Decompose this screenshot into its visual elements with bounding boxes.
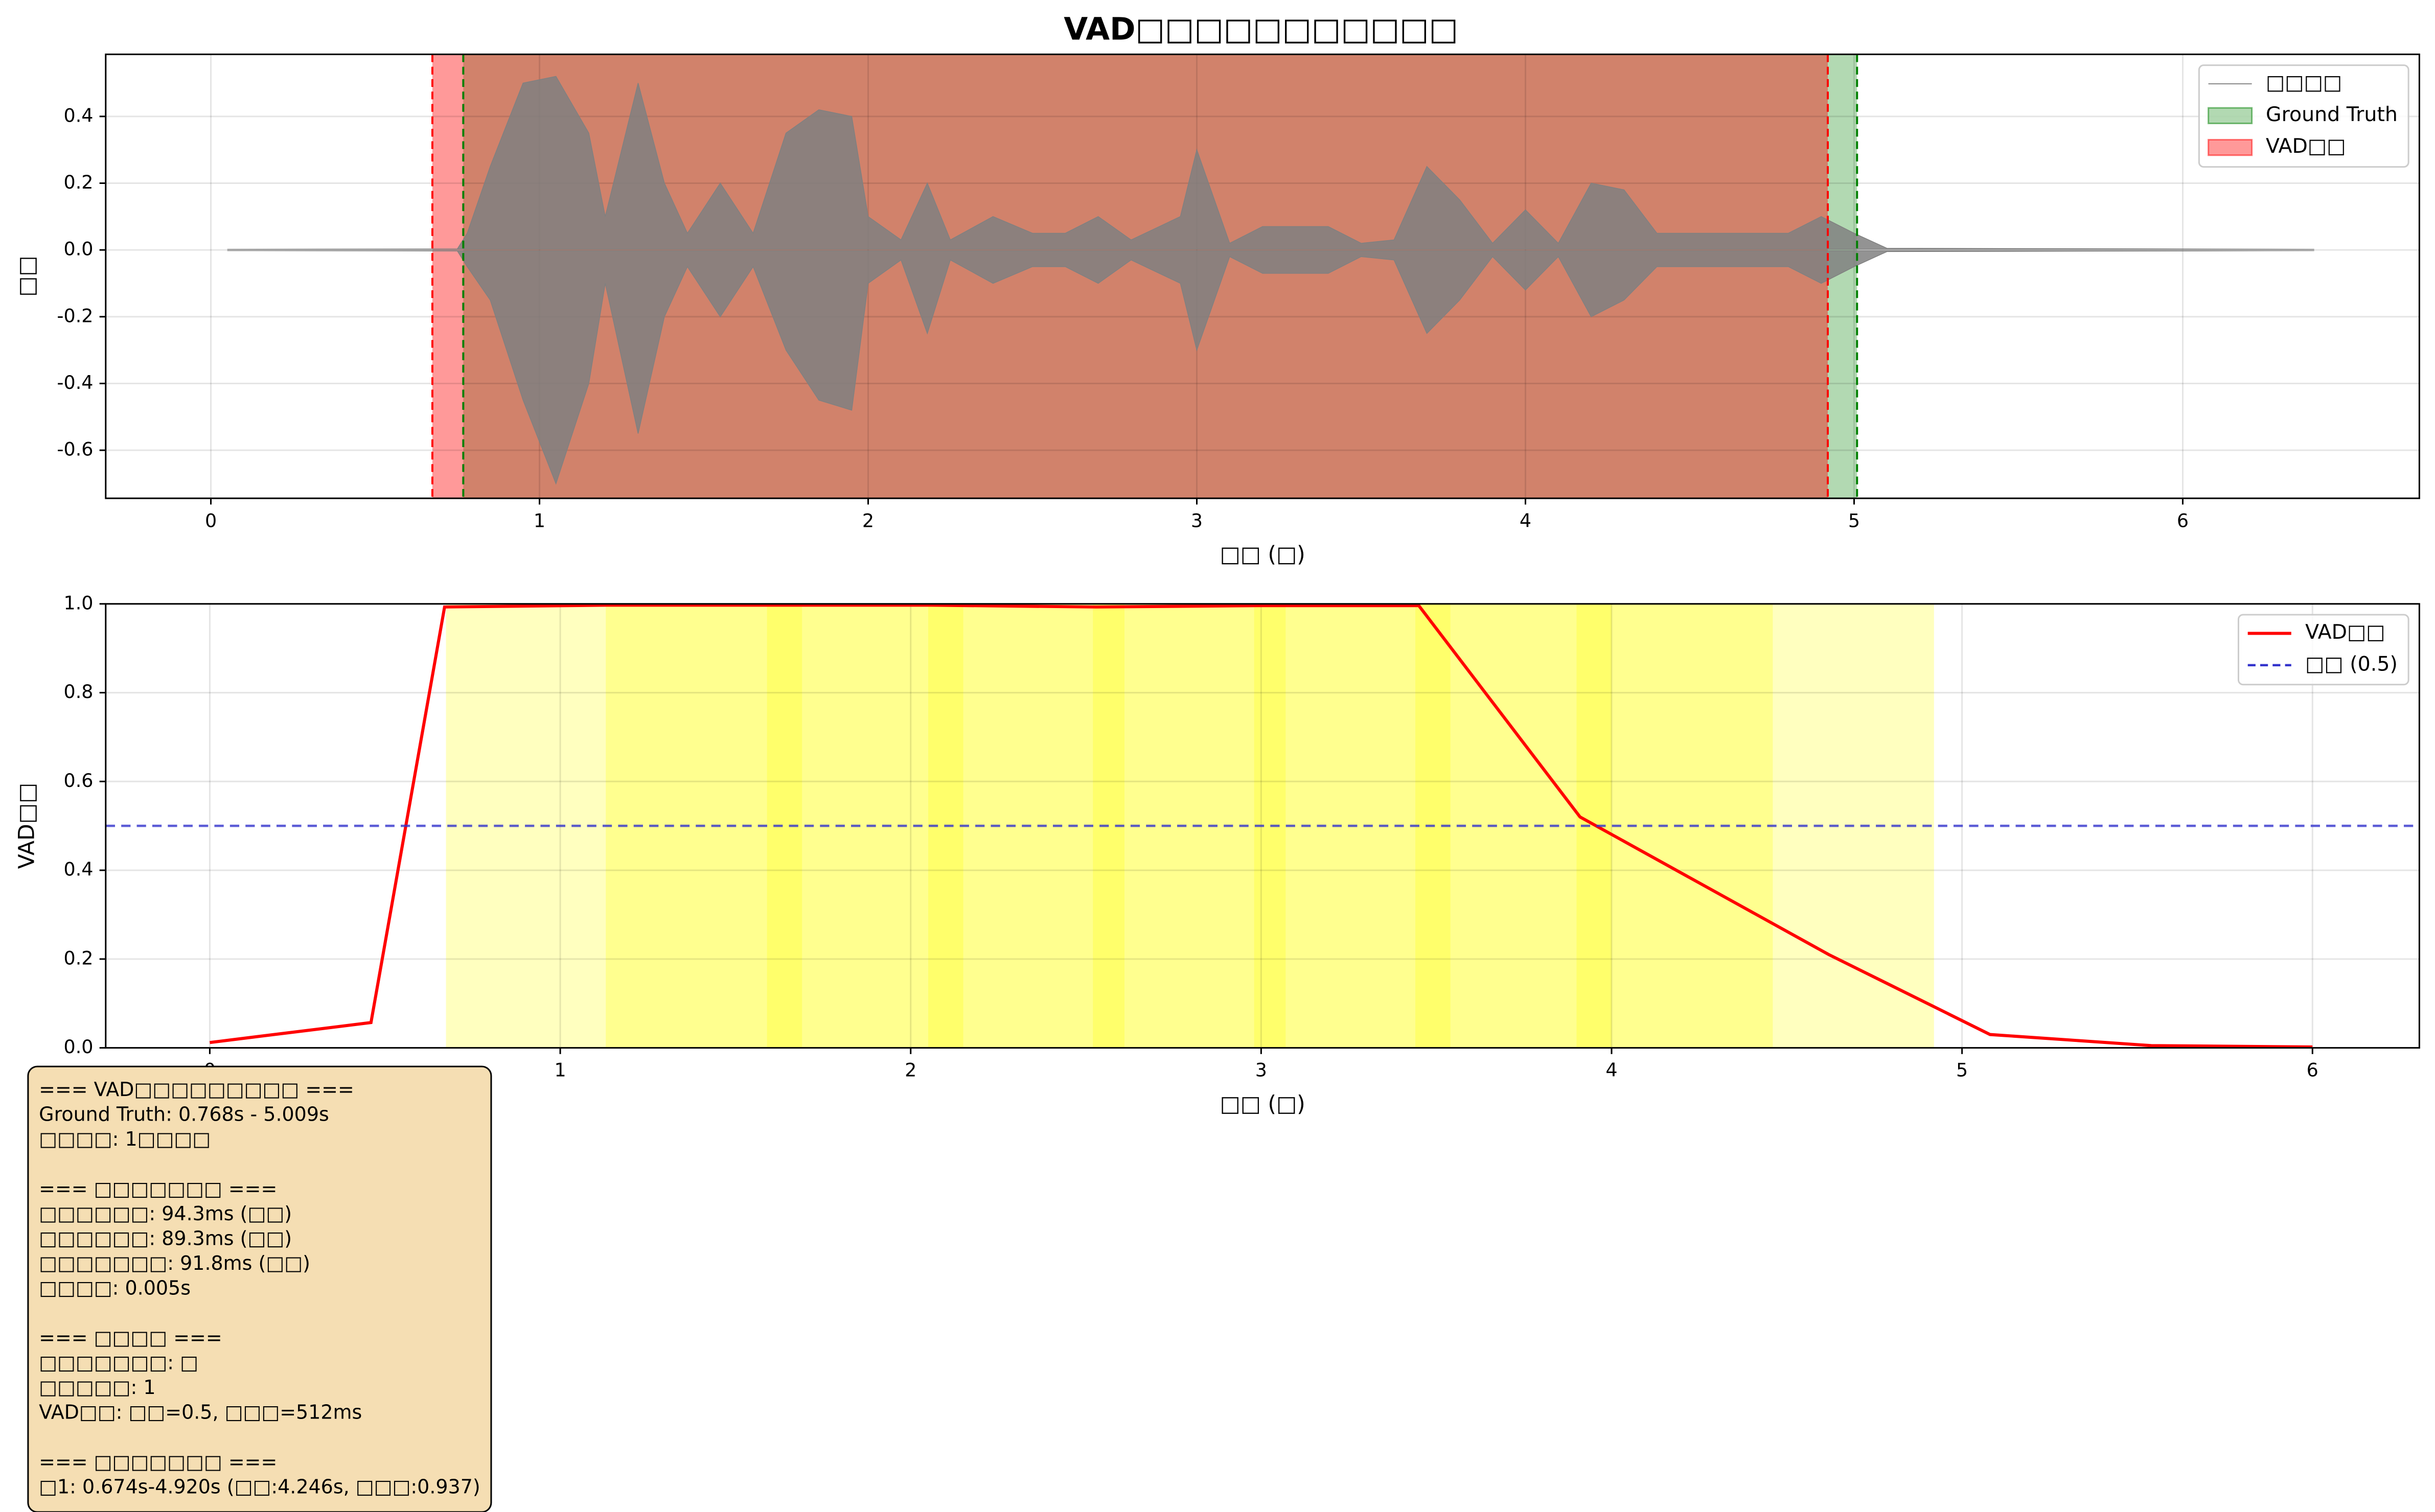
legend-label: VAD□□ — [2266, 134, 2346, 158]
x-axis-label: □□ (□) — [1220, 542, 1305, 567]
y-tick-label: 0.8 — [64, 681, 94, 703]
x-tick-label: 5 — [1848, 509, 1860, 531]
x-axis-label: □□ (□) — [1220, 1092, 1305, 1117]
x-tick-label: 3 — [1255, 1059, 1267, 1081]
info-line: === VAD□□□□□□□□□ === — [39, 1078, 354, 1101]
legend-label: Ground Truth — [2266, 103, 2398, 126]
info-line: □1: 0.674s-4.920s (□□:4.246s, □□□:0.937) — [39, 1476, 480, 1498]
y-tick-label: 0.4 — [64, 858, 94, 880]
y-axis-label: □□ — [14, 256, 39, 297]
info-line: □□□□□□□: □ — [39, 1352, 198, 1374]
waveform-upper — [227, 76, 2314, 250]
y-axis-label: VAD□□ — [14, 783, 39, 869]
y-tick-label: -0.4 — [57, 371, 93, 393]
x-tick-label: 2 — [905, 1059, 916, 1081]
x-tick-label: 4 — [1520, 509, 1531, 531]
info-line: VAD□□: □□=0.5, □□□=512ms — [39, 1401, 362, 1424]
figure-title: VAD□□□□□□□□□□□ — [1064, 11, 1458, 47]
legend: VAD□□ □□ (0.5) — [2237, 614, 2409, 686]
x-tick-label: 1 — [554, 1059, 566, 1081]
info-line: === □□□□□□□ === — [39, 1177, 277, 1200]
info-line: □□□□□□: 94.3ms (□□) — [39, 1202, 292, 1225]
legend-label: □□ (0.5) — [2305, 652, 2398, 676]
info-line: □□□□□: 1 — [39, 1376, 155, 1399]
legend-swatch — [2208, 138, 2253, 156]
waveform-lower — [227, 250, 2314, 485]
info-box: === VAD□□□□□□□□□ ===Ground Truth: 0.768s… — [27, 1065, 492, 1512]
x-tick-label: 5 — [1956, 1059, 1968, 1081]
info-line: □□□□: 1□□□□ — [39, 1128, 211, 1150]
y-tick-label: 1.0 — [64, 592, 94, 614]
legend-swatch — [2208, 107, 2253, 125]
info-line: □□□□□□□: 91.8ms (□□) — [39, 1252, 310, 1274]
info-line: Ground Truth: 0.768s - 5.009s — [39, 1103, 329, 1125]
y-tick-label: 0.4 — [64, 104, 94, 126]
info-line: === □□□□ === — [39, 1327, 222, 1349]
y-tick-label: 0.0 — [64, 238, 94, 260]
legend-label: □□□□ — [2266, 71, 2342, 95]
y-tick-label: 0.2 — [64, 171, 94, 193]
axes-frame — [105, 53, 2420, 499]
info-box-frame — [27, 1065, 492, 1512]
y-tick-label: 0.0 — [64, 1036, 94, 1058]
x-tick-label: 3 — [1191, 509, 1203, 531]
info-line: □□□□: 0.005s — [39, 1277, 191, 1299]
x-tick-label: 0 — [205, 509, 217, 531]
info-line: □□□□□□: 89.3ms (□□) — [39, 1227, 292, 1249]
series-line — [210, 603, 2313, 1049]
y-tick-label: -0.2 — [57, 305, 93, 327]
y-tick-label: 0.2 — [64, 947, 94, 969]
info-line: === □□□□□□□ === — [39, 1451, 277, 1473]
legend-label: VAD□□ — [2305, 620, 2385, 644]
x-tick-label: 4 — [1605, 1059, 1617, 1081]
axes-frame — [105, 603, 2420, 1049]
y-tick-label: 0.6 — [64, 770, 94, 792]
x-tick-label: 6 — [2307, 1059, 2318, 1081]
legend: □□□□ Ground Truth VAD□□ — [2198, 64, 2409, 168]
x-tick-label: 2 — [862, 509, 874, 531]
y-tick-label: -0.6 — [57, 438, 93, 460]
x-tick-label: 1 — [534, 509, 545, 531]
x-tick-label: 6 — [2177, 509, 2189, 531]
